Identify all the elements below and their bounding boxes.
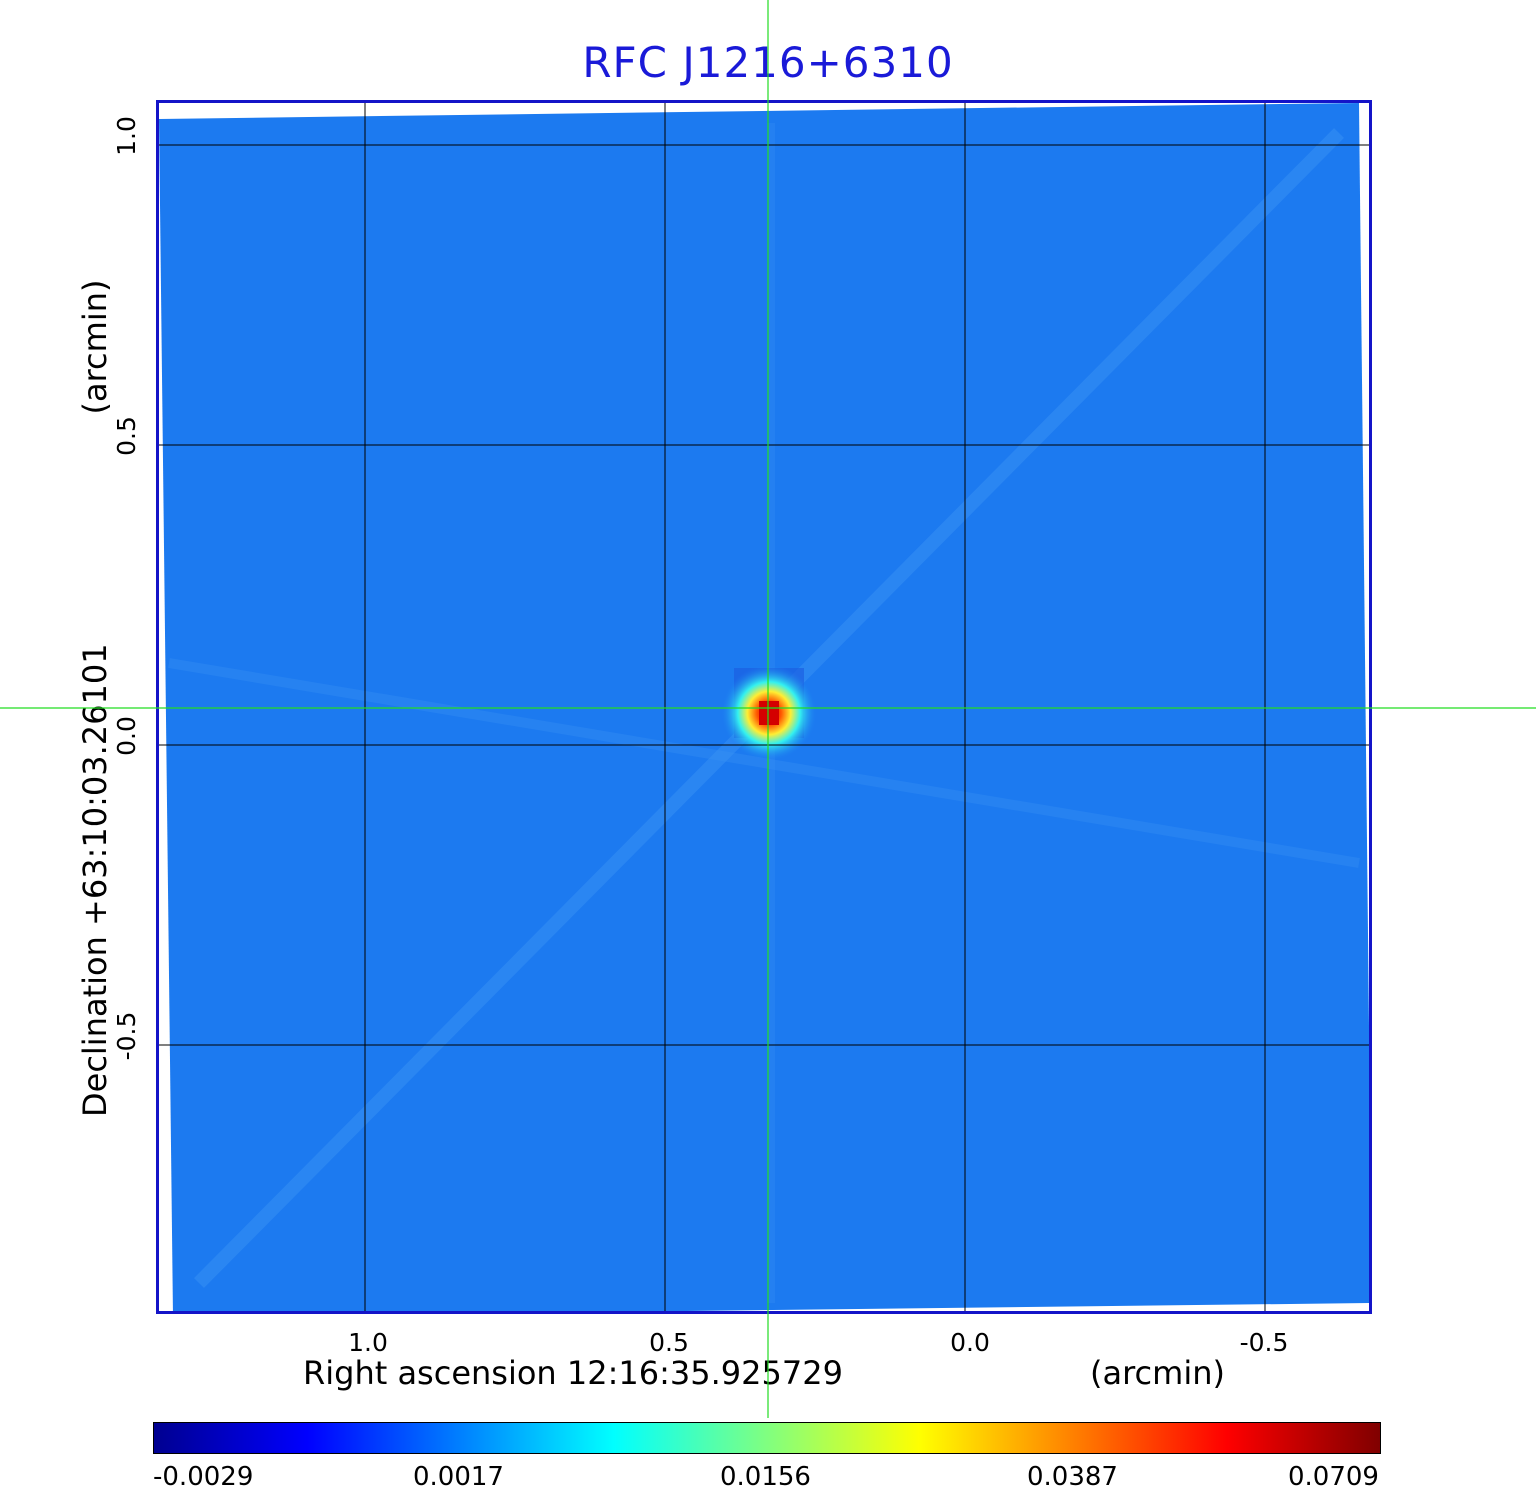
sidelobe-streak: [168, 658, 1360, 868]
source-peak: [759, 701, 779, 725]
y-tick-label: -0.5: [112, 1011, 141, 1061]
x-axis-label: Right ascension 12:16:35.925729: [303, 1354, 843, 1392]
x-axis-unit: (arcmin): [1090, 1354, 1225, 1392]
y-axis-label: Declination +63:10:03.26101: [76, 643, 114, 1117]
y-tick-label: 0.0: [112, 716, 141, 756]
y-axis-unit: (arcmin): [76, 279, 114, 415]
colorbar-tick-label: 0.0017: [413, 1462, 504, 1492]
y-tick-label: 1.0: [112, 116, 141, 156]
colorbar: [153, 1422, 1381, 1454]
colorbar-tick-label: 0.0156: [720, 1462, 811, 1492]
x-tick-label: 1.0: [348, 1328, 388, 1357]
colorbar-tick-label: 0.0387: [1027, 1462, 1118, 1492]
sky-image-panel[interactable]: [156, 100, 1372, 1314]
image-title: RFC J1216+6310: [582, 38, 954, 87]
x-tick-label: 0.0: [950, 1328, 990, 1357]
colorbar-tick-label: -0.0029: [153, 1462, 254, 1492]
x-tick-label: -0.5: [1239, 1328, 1289, 1357]
x-tick-label: 0.5: [649, 1328, 689, 1357]
coordinate-grid: [159, 103, 1369, 1311]
colorbar-tick-label: 0.0709: [1288, 1462, 1379, 1492]
y-tick-label: 0.5: [112, 416, 141, 456]
radio-map: [159, 103, 1369, 1311]
